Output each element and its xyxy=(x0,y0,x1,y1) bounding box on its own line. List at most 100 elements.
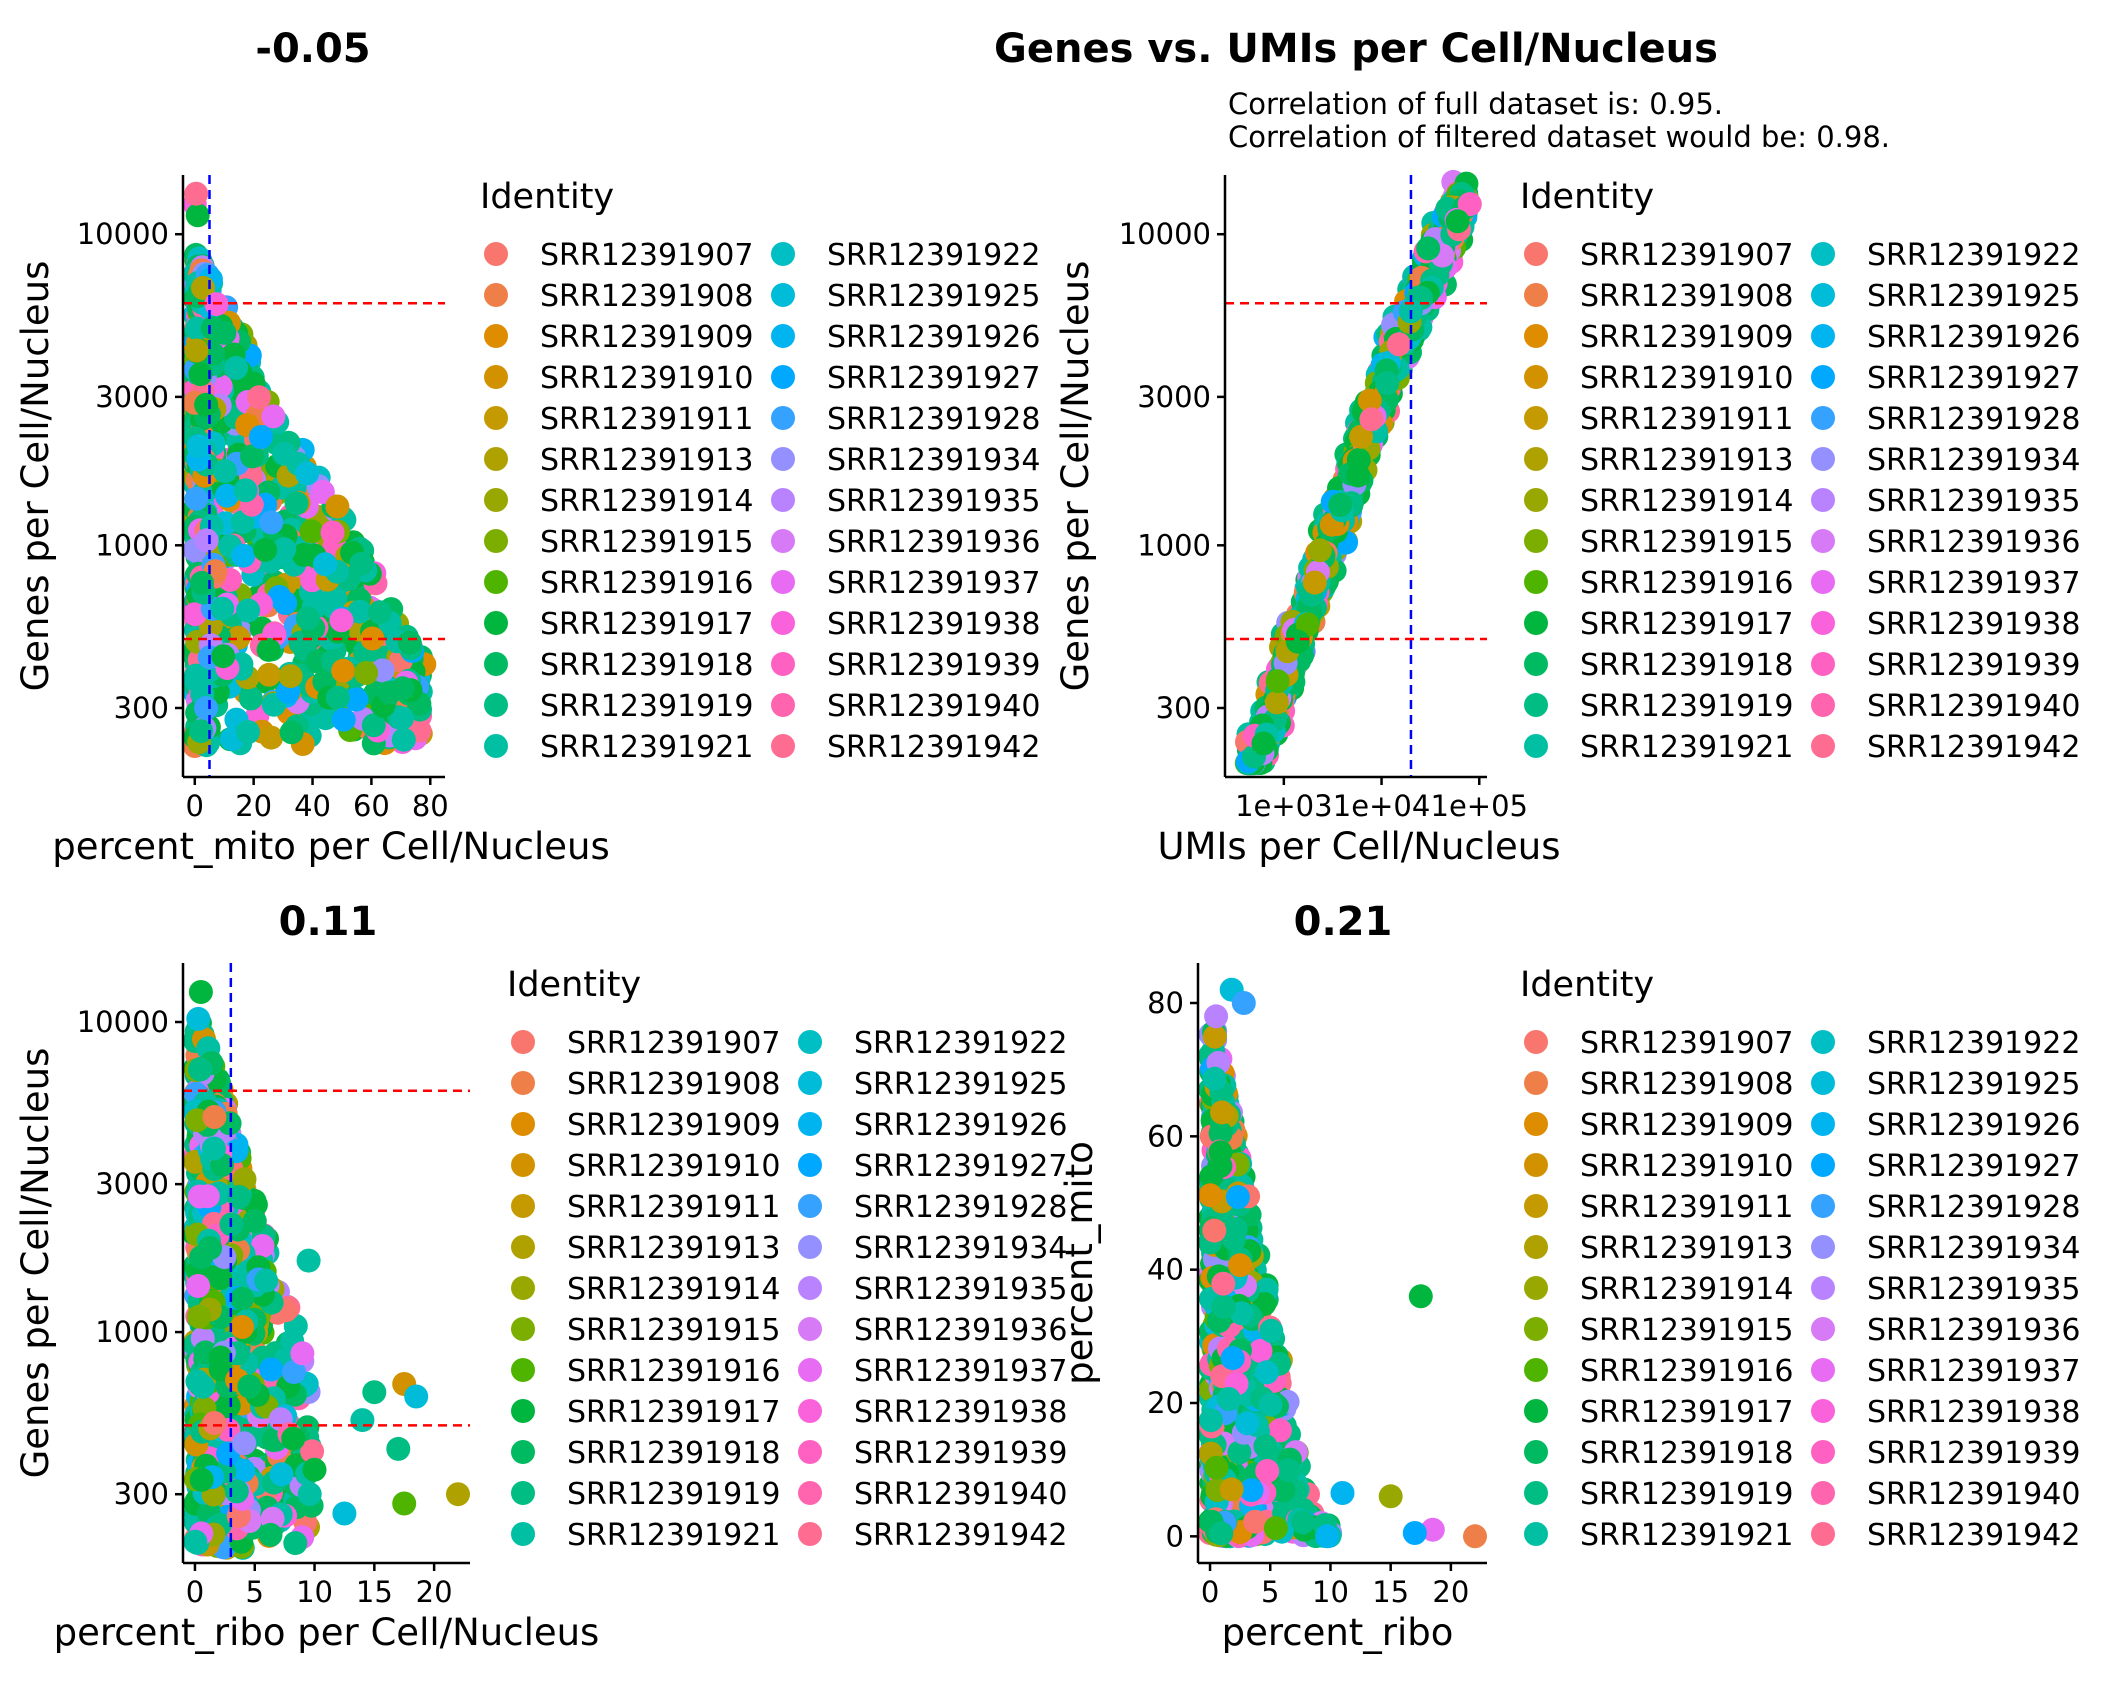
data-point xyxy=(187,1304,211,1329)
legend-item-label: SRR12391940 xyxy=(827,689,1040,724)
data-point xyxy=(232,1431,257,1456)
x-tick-label: 0 xyxy=(1201,1575,1219,1609)
data-point xyxy=(1220,1346,1245,1371)
legend-item-label: SRR12391934 xyxy=(1867,1231,2080,1266)
data-point xyxy=(325,494,350,519)
legend-key-swatch xyxy=(1811,734,1835,758)
legend-item-label: SRR12391925 xyxy=(854,1067,1067,1102)
data-point xyxy=(1211,1271,1236,1296)
data-point xyxy=(313,552,337,577)
legend-item-label: SRR12391913 xyxy=(567,1231,780,1266)
legend-item-label: SRR12391917 xyxy=(540,607,753,642)
legend-item-label: SRR12391918 xyxy=(1580,648,1793,683)
y-tick-label: 10000 xyxy=(77,217,169,251)
legend-item-label: SRR12391918 xyxy=(1580,1436,1793,1471)
legend-panel-1: IdentitySRR12391907SRR12391908SRR1239190… xyxy=(480,177,1040,765)
legend-panel-2: IdentitySRR12391907SRR12391908SRR1239190… xyxy=(1520,177,2080,765)
legend-key-swatch xyxy=(1524,1440,1548,1464)
x-tick-label: 15 xyxy=(1372,1575,1409,1609)
legend-title: Identity xyxy=(507,965,641,1005)
legend-key-swatch xyxy=(511,1358,535,1382)
legend-key-swatch xyxy=(511,1399,535,1423)
legend-item-label: SRR12391937 xyxy=(1867,566,2080,601)
data-point xyxy=(259,510,284,535)
data-point xyxy=(278,664,303,689)
data-point xyxy=(184,338,209,363)
x-tick-label: 20 xyxy=(416,1575,453,1609)
panel-2-subtitle-line-2: Correlation of filtered dataset would be… xyxy=(1228,120,1890,154)
data-point xyxy=(360,626,385,651)
data-point xyxy=(302,1457,327,1482)
data-point xyxy=(238,686,263,711)
data-point xyxy=(329,608,354,633)
data-point xyxy=(185,203,210,228)
legend-panel-4: IdentitySRR12391907SRR12391908SRR1239190… xyxy=(1520,965,2080,1553)
data-point xyxy=(295,606,320,631)
legend-key-swatch xyxy=(1811,1440,1835,1464)
data-point xyxy=(367,600,392,625)
legend-key-swatch xyxy=(1811,611,1835,635)
data-point xyxy=(1307,538,1332,563)
legend-item-label: SRR12391939 xyxy=(1867,1436,2080,1471)
legend-item-label: SRR12391908 xyxy=(540,279,753,314)
y-tick-label: 300 xyxy=(1156,691,1211,725)
legend-key-swatch xyxy=(484,693,508,717)
data-point xyxy=(259,725,284,750)
data-point xyxy=(188,1057,213,1082)
legend-item-label: SRR12391915 xyxy=(567,1313,780,1348)
legend-key-swatch xyxy=(1811,447,1835,471)
legend-key-swatch xyxy=(798,1358,822,1382)
data-point xyxy=(186,1274,211,1298)
legend-key-swatch xyxy=(1524,1030,1548,1054)
data-point xyxy=(1463,1524,1487,1549)
data-point xyxy=(242,1209,267,1234)
legend-key-swatch xyxy=(1524,242,1548,266)
legend-item-label: SRR12391913 xyxy=(1580,443,1793,478)
data-point xyxy=(1199,1408,1223,1433)
data-point xyxy=(1210,1100,1234,1125)
legend-item-label: SRR12391921 xyxy=(1580,730,1793,765)
legend-key-swatch xyxy=(484,529,508,553)
legend-key-swatch xyxy=(771,406,795,430)
data-point xyxy=(224,355,249,380)
legend-key-swatch xyxy=(1811,1030,1835,1054)
data-point xyxy=(189,1467,214,1492)
data-point xyxy=(297,1482,322,1507)
x-tick-label: 10 xyxy=(296,1575,333,1609)
x-tick-label: 20 xyxy=(235,789,272,823)
legend-item-label: SRR12391927 xyxy=(1867,1149,2080,1184)
legend-item-label: SRR12391914 xyxy=(1580,484,1793,519)
data-point xyxy=(1202,1024,1227,1049)
data-point xyxy=(230,1315,255,1339)
data-point xyxy=(1328,492,1353,517)
legend-item-label: SRR12391916 xyxy=(1580,1354,1793,1389)
legend-key-swatch xyxy=(1524,324,1548,348)
data-point xyxy=(1243,1509,1268,1534)
data-point xyxy=(256,637,281,662)
legend-key-swatch xyxy=(1524,529,1548,553)
legend-item-label: SRR12391942 xyxy=(827,730,1040,765)
legend-item-label: SRR12391907 xyxy=(1580,238,1793,273)
legend-key-swatch xyxy=(511,1112,535,1136)
legend-item-label: SRR12391935 xyxy=(827,484,1040,519)
legend-item-label: SRR12391928 xyxy=(1867,402,2080,437)
legend-item-label: SRR12391922 xyxy=(827,238,1040,273)
legend-item-label: SRR12391915 xyxy=(1580,1313,1793,1348)
data-point xyxy=(354,661,379,685)
data-point xyxy=(1276,1458,1301,1482)
data-point xyxy=(258,1522,283,1547)
y-axis-title: Genes per Cell/Nucleus xyxy=(14,1048,57,1479)
data-point xyxy=(236,598,261,623)
y-tick-label: 3000 xyxy=(1137,380,1211,414)
data-point xyxy=(344,687,369,712)
x-tick-label: 80 xyxy=(412,789,449,823)
data-point xyxy=(1290,1510,1315,1535)
legend-key-swatch xyxy=(1811,693,1835,717)
legend-item-label: SRR12391936 xyxy=(854,1313,1067,1348)
data-point xyxy=(295,461,320,486)
legend-key-swatch xyxy=(484,283,508,307)
legend-key-swatch xyxy=(1524,406,1548,430)
legend-item-label: SRR12391909 xyxy=(567,1108,780,1143)
